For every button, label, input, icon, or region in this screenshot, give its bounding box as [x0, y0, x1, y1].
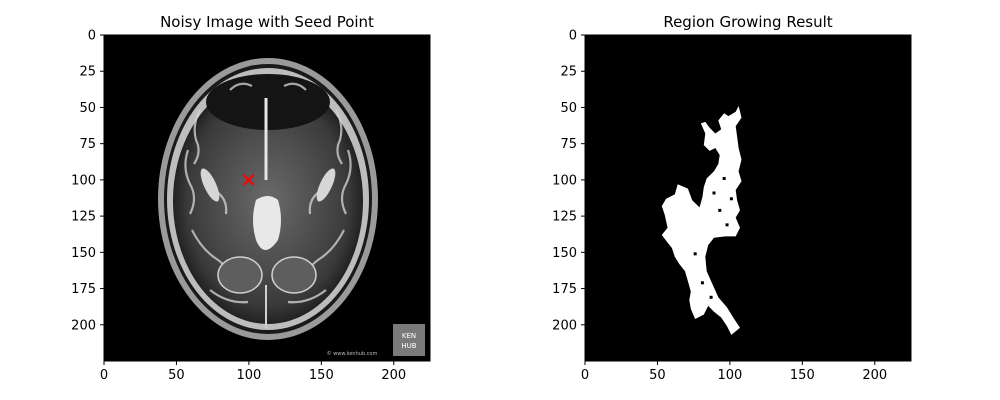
kenhub-url: © www.kenhub.com [327, 350, 378, 357]
mask-image [585, 35, 911, 361]
mask-hole [693, 252, 697, 256]
right-ytick-label: 100 [552, 173, 577, 188]
left-ytick-label: 100 [71, 173, 96, 188]
ventricles [253, 196, 281, 250]
cerebellum-left [217, 256, 263, 294]
right-axes-frame [584, 34, 912, 362]
left-ytick-label: 75 [79, 137, 96, 152]
left-xtick-label: 200 [381, 368, 406, 383]
mask-holes [693, 176, 733, 299]
right-ytick-label: 0 [569, 29, 577, 44]
right-xtick-label: 0 [581, 368, 589, 383]
left-plot-title: Noisy Image with Seed Point [160, 13, 374, 31]
kenhub-logo-text-ken: KEN [402, 332, 416, 340]
right-ytick-label: 150 [552, 246, 577, 261]
sylvian-left [200, 168, 220, 202]
left-ytick-label: 175 [71, 282, 96, 297]
mri-image: KEN HUB © www.kenhub.com [104, 35, 430, 361]
frontal-region [206, 74, 330, 130]
right-ytick-label: 200 [552, 318, 577, 333]
mask-hole [700, 281, 704, 285]
right-plot-title: Region Growing Result [663, 13, 832, 31]
mask-hole [722, 176, 726, 180]
right-ytick-label: 75 [560, 137, 577, 152]
left-ytick-label: 50 [79, 101, 96, 116]
seed-point-marker [243, 174, 255, 186]
left-ytick-label: 200 [71, 318, 96, 333]
left-axis-ticks: 0 50 100 150 200 0 25 50 75 100 125 150 175 200 [71, 29, 406, 384]
right-xtick-label: 150 [790, 368, 815, 383]
left-ytick-label: 0 [88, 29, 96, 44]
mask-hole [725, 223, 729, 227]
right-ytick-label: 175 [552, 282, 577, 297]
left-axes-frame [103, 34, 431, 362]
right-xtick-label: 200 [862, 368, 887, 383]
mask-hole [712, 191, 716, 195]
right-xtick-label: 100 [717, 368, 742, 383]
right-xtick-label: 50 [649, 368, 666, 383]
mask-hole [729, 197, 733, 201]
kenhub-logo-text-hub: HUB [401, 342, 416, 350]
right-ytick-label: 25 [560, 65, 577, 80]
right-subplot: Region Growing Result 0 50 100 150 200 0 25 50 7… [552, 13, 912, 384]
left-xtick-label: 0 [100, 368, 108, 383]
region-mask [661, 106, 742, 335]
left-ytick-label: 25 [79, 65, 96, 80]
sylvian-right [316, 168, 336, 202]
mask-hole [709, 295, 713, 299]
seed-layer [243, 174, 255, 186]
left-ytick-label: 125 [71, 210, 96, 225]
left-xtick-label: 150 [309, 368, 334, 383]
left-ytick-label: 150 [71, 246, 96, 261]
kenhub-logo [393, 324, 425, 356]
mask-background [585, 35, 911, 361]
right-ytick-label: 125 [552, 210, 577, 225]
right-ytick-label: 50 [560, 101, 577, 116]
left-subplot: Noisy Image with Seed Point [71, 13, 431, 384]
cerebellum-right [271, 256, 317, 294]
mask-hole [718, 208, 722, 212]
right-axis-ticks: 0 50 100 150 200 0 25 50 75 100 125 150 175 200 [552, 29, 887, 384]
left-xtick-label: 100 [236, 368, 261, 383]
left-xtick-label: 50 [168, 368, 185, 383]
